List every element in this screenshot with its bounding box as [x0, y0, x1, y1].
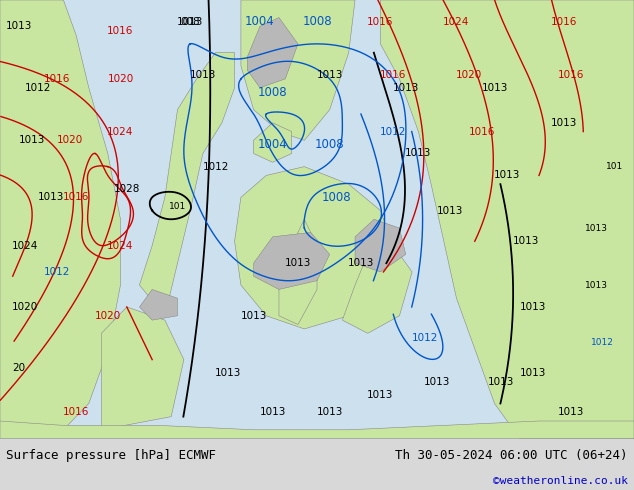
Text: 1016: 1016 — [367, 17, 394, 27]
Text: 1013: 1013 — [405, 148, 432, 158]
Text: 1004: 1004 — [245, 15, 275, 28]
Text: 1013: 1013 — [585, 223, 607, 233]
Text: 1013: 1013 — [481, 83, 508, 93]
Text: ©weatheronline.co.uk: ©weatheronline.co.uk — [493, 476, 628, 486]
Text: 1013: 1013 — [6, 21, 32, 31]
Text: 1012: 1012 — [591, 338, 614, 346]
Text: Surface pressure [hPa] ECMWF: Surface pressure [hPa] ECMWF — [6, 448, 216, 462]
Text: 1016: 1016 — [469, 126, 495, 137]
Text: 1013: 1013 — [551, 118, 578, 128]
Text: 1016: 1016 — [63, 407, 89, 417]
Text: 1013: 1013 — [392, 83, 419, 93]
Text: 1013: 1013 — [18, 135, 45, 146]
Text: 1020: 1020 — [12, 302, 39, 312]
Text: 1016: 1016 — [107, 25, 134, 36]
Polygon shape — [235, 167, 393, 329]
Polygon shape — [101, 307, 184, 430]
Text: 008: 008 — [181, 17, 200, 27]
Text: 1008: 1008 — [315, 138, 344, 151]
Polygon shape — [139, 290, 178, 320]
Text: 1013: 1013 — [259, 407, 286, 417]
Text: 1013: 1013 — [488, 376, 514, 387]
Text: 1024: 1024 — [443, 17, 470, 27]
Text: 1012: 1012 — [44, 267, 70, 277]
Text: 1013: 1013 — [190, 70, 216, 79]
Text: 1013: 1013 — [316, 407, 343, 417]
Polygon shape — [0, 421, 634, 439]
Text: 1028: 1028 — [113, 184, 140, 194]
Text: 1004: 1004 — [258, 138, 287, 151]
Text: 1016: 1016 — [551, 17, 578, 27]
Text: 1013: 1013 — [285, 258, 311, 268]
Text: 1012: 1012 — [25, 83, 51, 93]
Text: 1016: 1016 — [557, 70, 584, 79]
Text: 1013: 1013 — [367, 390, 394, 400]
Text: 1013: 1013 — [424, 376, 451, 387]
Text: 1016: 1016 — [44, 74, 70, 84]
Text: 1008: 1008 — [302, 15, 332, 28]
Text: 1024: 1024 — [107, 241, 134, 250]
Text: 1020: 1020 — [94, 311, 121, 321]
Text: 1013: 1013 — [177, 17, 204, 27]
Text: 1012: 1012 — [380, 126, 406, 137]
Text: Th 30-05-2024 06:00 UTC (06+24): Th 30-05-2024 06:00 UTC (06+24) — [395, 448, 628, 462]
Text: 1013: 1013 — [519, 368, 546, 378]
Text: 1013: 1013 — [215, 368, 242, 378]
Text: 1013: 1013 — [519, 302, 546, 312]
Text: 1013: 1013 — [585, 281, 607, 290]
Text: 1024: 1024 — [107, 126, 134, 137]
Text: 1013: 1013 — [494, 171, 521, 180]
Polygon shape — [139, 52, 235, 316]
Text: 1016: 1016 — [380, 70, 406, 79]
Text: 20: 20 — [13, 364, 25, 373]
Text: 1013: 1013 — [437, 205, 463, 216]
Text: 1013: 1013 — [348, 258, 375, 268]
Text: 1013: 1013 — [513, 236, 540, 246]
Text: 1013: 1013 — [37, 193, 64, 202]
Polygon shape — [355, 220, 406, 272]
Text: 1012: 1012 — [411, 333, 438, 343]
Text: 1008: 1008 — [258, 86, 287, 98]
Polygon shape — [247, 18, 298, 88]
Text: 1013: 1013 — [240, 311, 267, 321]
Polygon shape — [342, 245, 412, 333]
Text: 1024: 1024 — [12, 241, 39, 250]
Polygon shape — [0, 0, 120, 430]
Polygon shape — [241, 0, 355, 140]
Text: 1013: 1013 — [316, 70, 343, 79]
Text: 1016: 1016 — [63, 193, 89, 202]
Text: 1020: 1020 — [56, 135, 83, 146]
Polygon shape — [380, 0, 634, 439]
Polygon shape — [279, 220, 317, 324]
Text: 1012: 1012 — [202, 162, 229, 172]
Text: 1020: 1020 — [107, 74, 134, 84]
Text: 1008: 1008 — [321, 191, 351, 204]
Polygon shape — [254, 232, 330, 290]
Text: 1013: 1013 — [557, 407, 584, 417]
Text: 1020: 1020 — [456, 70, 482, 79]
Text: 101: 101 — [606, 162, 624, 171]
Polygon shape — [254, 123, 292, 162]
Text: 101: 101 — [169, 201, 186, 211]
